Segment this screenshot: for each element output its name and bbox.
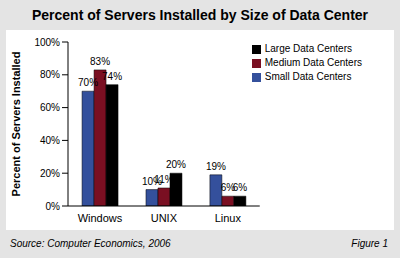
svg-text:20%: 20% bbox=[40, 168, 60, 179]
svg-text:19%: 19% bbox=[206, 161, 226, 172]
svg-text:6%: 6% bbox=[220, 182, 236, 194]
svg-text:11%: 11% bbox=[154, 174, 173, 185]
svg-text:40%: 40% bbox=[40, 135, 60, 146]
svg-text:UNIX: UNIX bbox=[151, 212, 178, 224]
html-text:Percent of Servers Installed b: Percent of Servers Installed by Size of … bbox=[31, 7, 369, 23]
svg-text:83%: 83% bbox=[90, 56, 110, 67]
svg-text:70%: 70% bbox=[78, 77, 98, 88]
svg-text:Windows: Windows bbox=[78, 212, 123, 224]
svg-text:60%: 60% bbox=[40, 102, 60, 113]
html-text:Small Data Centers: Small Data Centers bbox=[264, 71, 352, 82]
html-text:Medium Data Centers: Medium Data Centers bbox=[264, 57, 362, 68]
html-text:Figure 1: Figure 1 bbox=[351, 238, 388, 249]
svg-text:6%: 6% bbox=[233, 182, 248, 193]
html-text:Large Data Centers: Large Data Centers bbox=[264, 43, 352, 54]
svg-text:Linux: Linux bbox=[215, 212, 242, 224]
svg-text:74%: 74% bbox=[102, 71, 122, 82]
svg-text:Percent of Servers Installed: Percent of Servers Installed bbox=[10, 52, 22, 197]
svg-text:10%: 10% bbox=[142, 175, 162, 187]
html-text:Source: Computer Economics, 20: Source: Computer Economics, 2006 bbox=[10, 238, 171, 249]
svg-text:100%: 100% bbox=[34, 37, 60, 48]
svg-text:80%: 80% bbox=[40, 69, 60, 80]
svg-text:0%: 0% bbox=[46, 201, 61, 212]
svg-text:20%: 20% bbox=[166, 159, 186, 170]
